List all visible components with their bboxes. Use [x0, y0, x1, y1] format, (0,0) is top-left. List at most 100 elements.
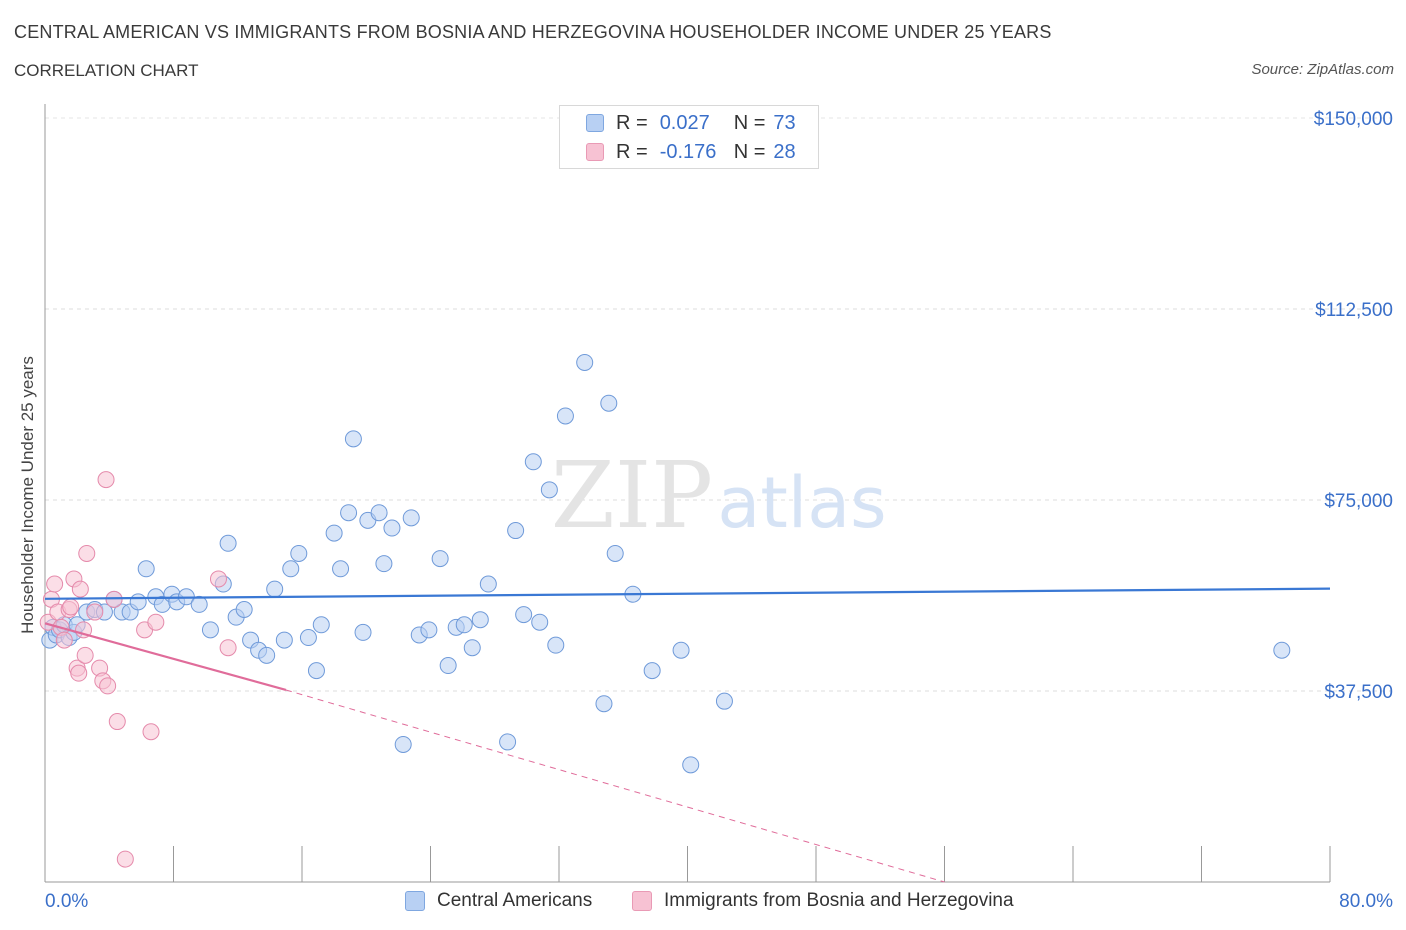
point-bosnia: [116, 850, 134, 868]
trend-central-americans: [44, 587, 1331, 600]
point-central-americans: [354, 623, 372, 641]
chart-subtitle: CORRELATION CHART: [14, 61, 199, 80]
point-central-americans: [682, 756, 700, 774]
point-bosnia: [97, 471, 115, 489]
legend-n-value: 73: [773, 111, 796, 134]
point-central-americans: [499, 733, 517, 751]
point-central-americans: [471, 611, 489, 629]
point-central-americans: [420, 621, 438, 639]
point-bosnia: [86, 603, 104, 621]
point-bosnia: [62, 598, 80, 616]
point-bosnia: [99, 677, 117, 695]
point-bosnia: [219, 639, 237, 657]
point-central-americans: [556, 407, 574, 425]
point-central-americans: [299, 629, 317, 647]
watermark-zip: ZIP: [551, 442, 713, 549]
point-central-americans: [455, 616, 473, 634]
point-central-americans: [1273, 641, 1291, 659]
legend-swatch-blue: [586, 114, 604, 132]
legend-r-label: R =: [616, 140, 648, 163]
point-bosnia: [46, 575, 64, 593]
central-americans-points: [41, 353, 1291, 774]
point-central-americans: [201, 621, 219, 639]
point-central-americans: [715, 692, 733, 710]
point-central-americans: [290, 544, 308, 562]
legend-n-label: N =: [733, 140, 766, 163]
point-bosnia: [71, 580, 89, 598]
point-bosnia: [70, 664, 88, 682]
point-central-americans: [606, 544, 624, 562]
point-central-americans: [595, 695, 613, 713]
point-central-americans: [547, 636, 565, 654]
point-bosnia: [209, 570, 227, 588]
point-central-americans: [266, 580, 284, 598]
axes: [44, 104, 1331, 883]
point-bosnia: [55, 631, 73, 649]
point-central-americans: [463, 639, 481, 657]
point-central-americans: [576, 353, 594, 371]
point-bosnia: [78, 544, 96, 562]
point-central-americans: [340, 504, 358, 522]
point-bosnia: [108, 713, 126, 731]
point-central-americans: [515, 606, 533, 624]
legend-r-value: 0.027: [659, 111, 710, 134]
y-tick-labels: $37,500 $75,000 $112,500 $150,000: [1314, 109, 1393, 703]
point-central-americans: [531, 613, 549, 631]
trend-bosnia-extrapolated: [285, 689, 945, 883]
point-central-americans: [524, 453, 542, 471]
point-central-americans: [394, 735, 412, 753]
legend-swatch-pink: [632, 891, 652, 911]
legend-n-label: N =: [733, 111, 766, 134]
bosnia-points: [39, 471, 237, 868]
point-central-americans: [312, 616, 330, 634]
point-central-americans: [129, 593, 147, 611]
point-central-americans: [507, 522, 525, 540]
point-central-americans: [282, 560, 300, 578]
legend-row-bosnia: R = -0.176 N = 28: [586, 140, 796, 164]
legend-swatch-blue: [405, 891, 425, 911]
point-central-americans: [439, 657, 457, 675]
legend-label-bosnia: Immigrants from Bosnia and Herzegovina: [664, 890, 1014, 911]
point-central-americans: [332, 560, 350, 578]
x-tick-max: 80.0%: [1339, 891, 1393, 912]
legend-label-central-americans: Central Americans: [437, 890, 593, 911]
legend-item-central-americans: Central Americans: [405, 890, 592, 912]
legend-r-label: R =: [616, 111, 648, 134]
point-central-americans: [540, 481, 558, 499]
x-tick-min: 0.0%: [45, 891, 89, 912]
point-central-americans: [219, 534, 237, 552]
correlation-legend: R = 0.027 N = 73 R = -0.176 N = 28: [559, 105, 819, 169]
point-central-americans: [275, 631, 293, 649]
legend-item-bosnia: Immigrants from Bosnia and Herzegovina: [632, 890, 1014, 912]
source-label: Source: ZipAtlas.com: [1251, 61, 1394, 78]
legend-row-central-americans: R = 0.027 N = 73: [586, 111, 796, 135]
legend-swatch-pink: [586, 143, 604, 161]
point-central-americans: [431, 550, 449, 568]
point-central-americans: [402, 509, 420, 527]
point-central-americans: [375, 555, 393, 573]
point-central-americans: [258, 646, 276, 664]
y-tick-label: $112,500: [1315, 300, 1393, 321]
trend-lines: [44, 587, 1331, 883]
point-central-americans: [344, 430, 362, 448]
point-central-americans: [479, 575, 497, 593]
chart-title: CENTRAL AMERICAN VS IMMIGRANTS FROM BOSN…: [14, 22, 1052, 42]
point-central-americans: [600, 394, 618, 412]
y-tick-label: $75,000: [1324, 491, 1393, 512]
trend-bosnia: [44, 622, 287, 692]
series-legend: Central Americans Immigrants from Bosnia…: [0, 890, 1406, 916]
watermark-atlas: atlas: [717, 462, 886, 544]
point-central-americans: [370, 504, 388, 522]
point-bosnia: [147, 613, 165, 631]
legend-r-value: -0.176: [659, 140, 717, 163]
point-central-americans: [672, 641, 690, 659]
point-bosnia: [142, 723, 160, 741]
point-bosnia: [76, 646, 94, 664]
legend-n-value: 28: [773, 140, 796, 163]
point-central-americans: [307, 662, 325, 680]
watermark: ZIP atlas: [551, 442, 887, 549]
point-central-americans: [137, 560, 155, 578]
y-tick-label: $150,000: [1314, 109, 1393, 130]
y-tick-label: $37,500: [1324, 682, 1393, 703]
